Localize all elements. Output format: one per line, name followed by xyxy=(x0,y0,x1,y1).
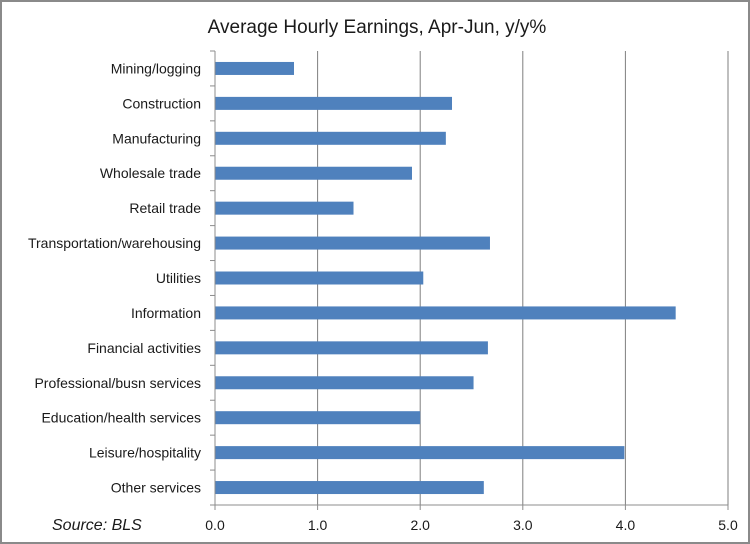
bar xyxy=(215,376,474,390)
x-tick-label: 1.0 xyxy=(308,517,328,533)
category-label: Manufacturing xyxy=(112,130,201,146)
bar xyxy=(215,306,676,320)
category-label: Utilities xyxy=(156,270,201,286)
bar xyxy=(215,411,421,425)
bar xyxy=(215,96,453,110)
bars xyxy=(215,61,676,495)
bar xyxy=(215,166,412,180)
bar xyxy=(215,341,488,355)
x-tick-label: 0.0 xyxy=(205,517,225,533)
x-tick-label: 3.0 xyxy=(513,517,533,533)
x-tick-labels: 0.0 1.0 2.0 3.0 4.0 5.0 xyxy=(205,517,738,533)
category-label: Mining/logging xyxy=(111,60,201,76)
bar xyxy=(215,61,295,75)
chart-title: Average Hourly Earnings, Apr-Jun, y/y% xyxy=(208,17,547,38)
x-tick-label: 2.0 xyxy=(410,517,430,533)
category-label: Wholesale trade xyxy=(100,165,201,181)
source-note: Source: BLS xyxy=(52,517,142,534)
x-tick-label: 4.0 xyxy=(616,517,636,533)
bar xyxy=(215,481,484,495)
category-label: Leisure/hospitality xyxy=(89,445,201,461)
axes xyxy=(210,50,729,510)
x-tick-label: 5.0 xyxy=(718,517,738,533)
category-label: Retail trade xyxy=(129,200,201,216)
bar xyxy=(215,236,490,250)
bar xyxy=(215,201,354,215)
bar xyxy=(215,446,625,460)
category-label: Information xyxy=(131,305,201,321)
category-labels: Mining/logging Construction Manufacturing W… xyxy=(28,60,201,495)
category-label: Professional/busn services xyxy=(34,375,201,391)
category-label: Other services xyxy=(111,480,201,496)
category-label: Construction xyxy=(122,95,201,111)
bar xyxy=(215,271,424,285)
category-label: Transportation/warehousing xyxy=(28,235,201,251)
category-label: Financial activities xyxy=(87,340,201,356)
bar xyxy=(215,131,446,145)
category-label: Education/health services xyxy=(41,410,201,426)
